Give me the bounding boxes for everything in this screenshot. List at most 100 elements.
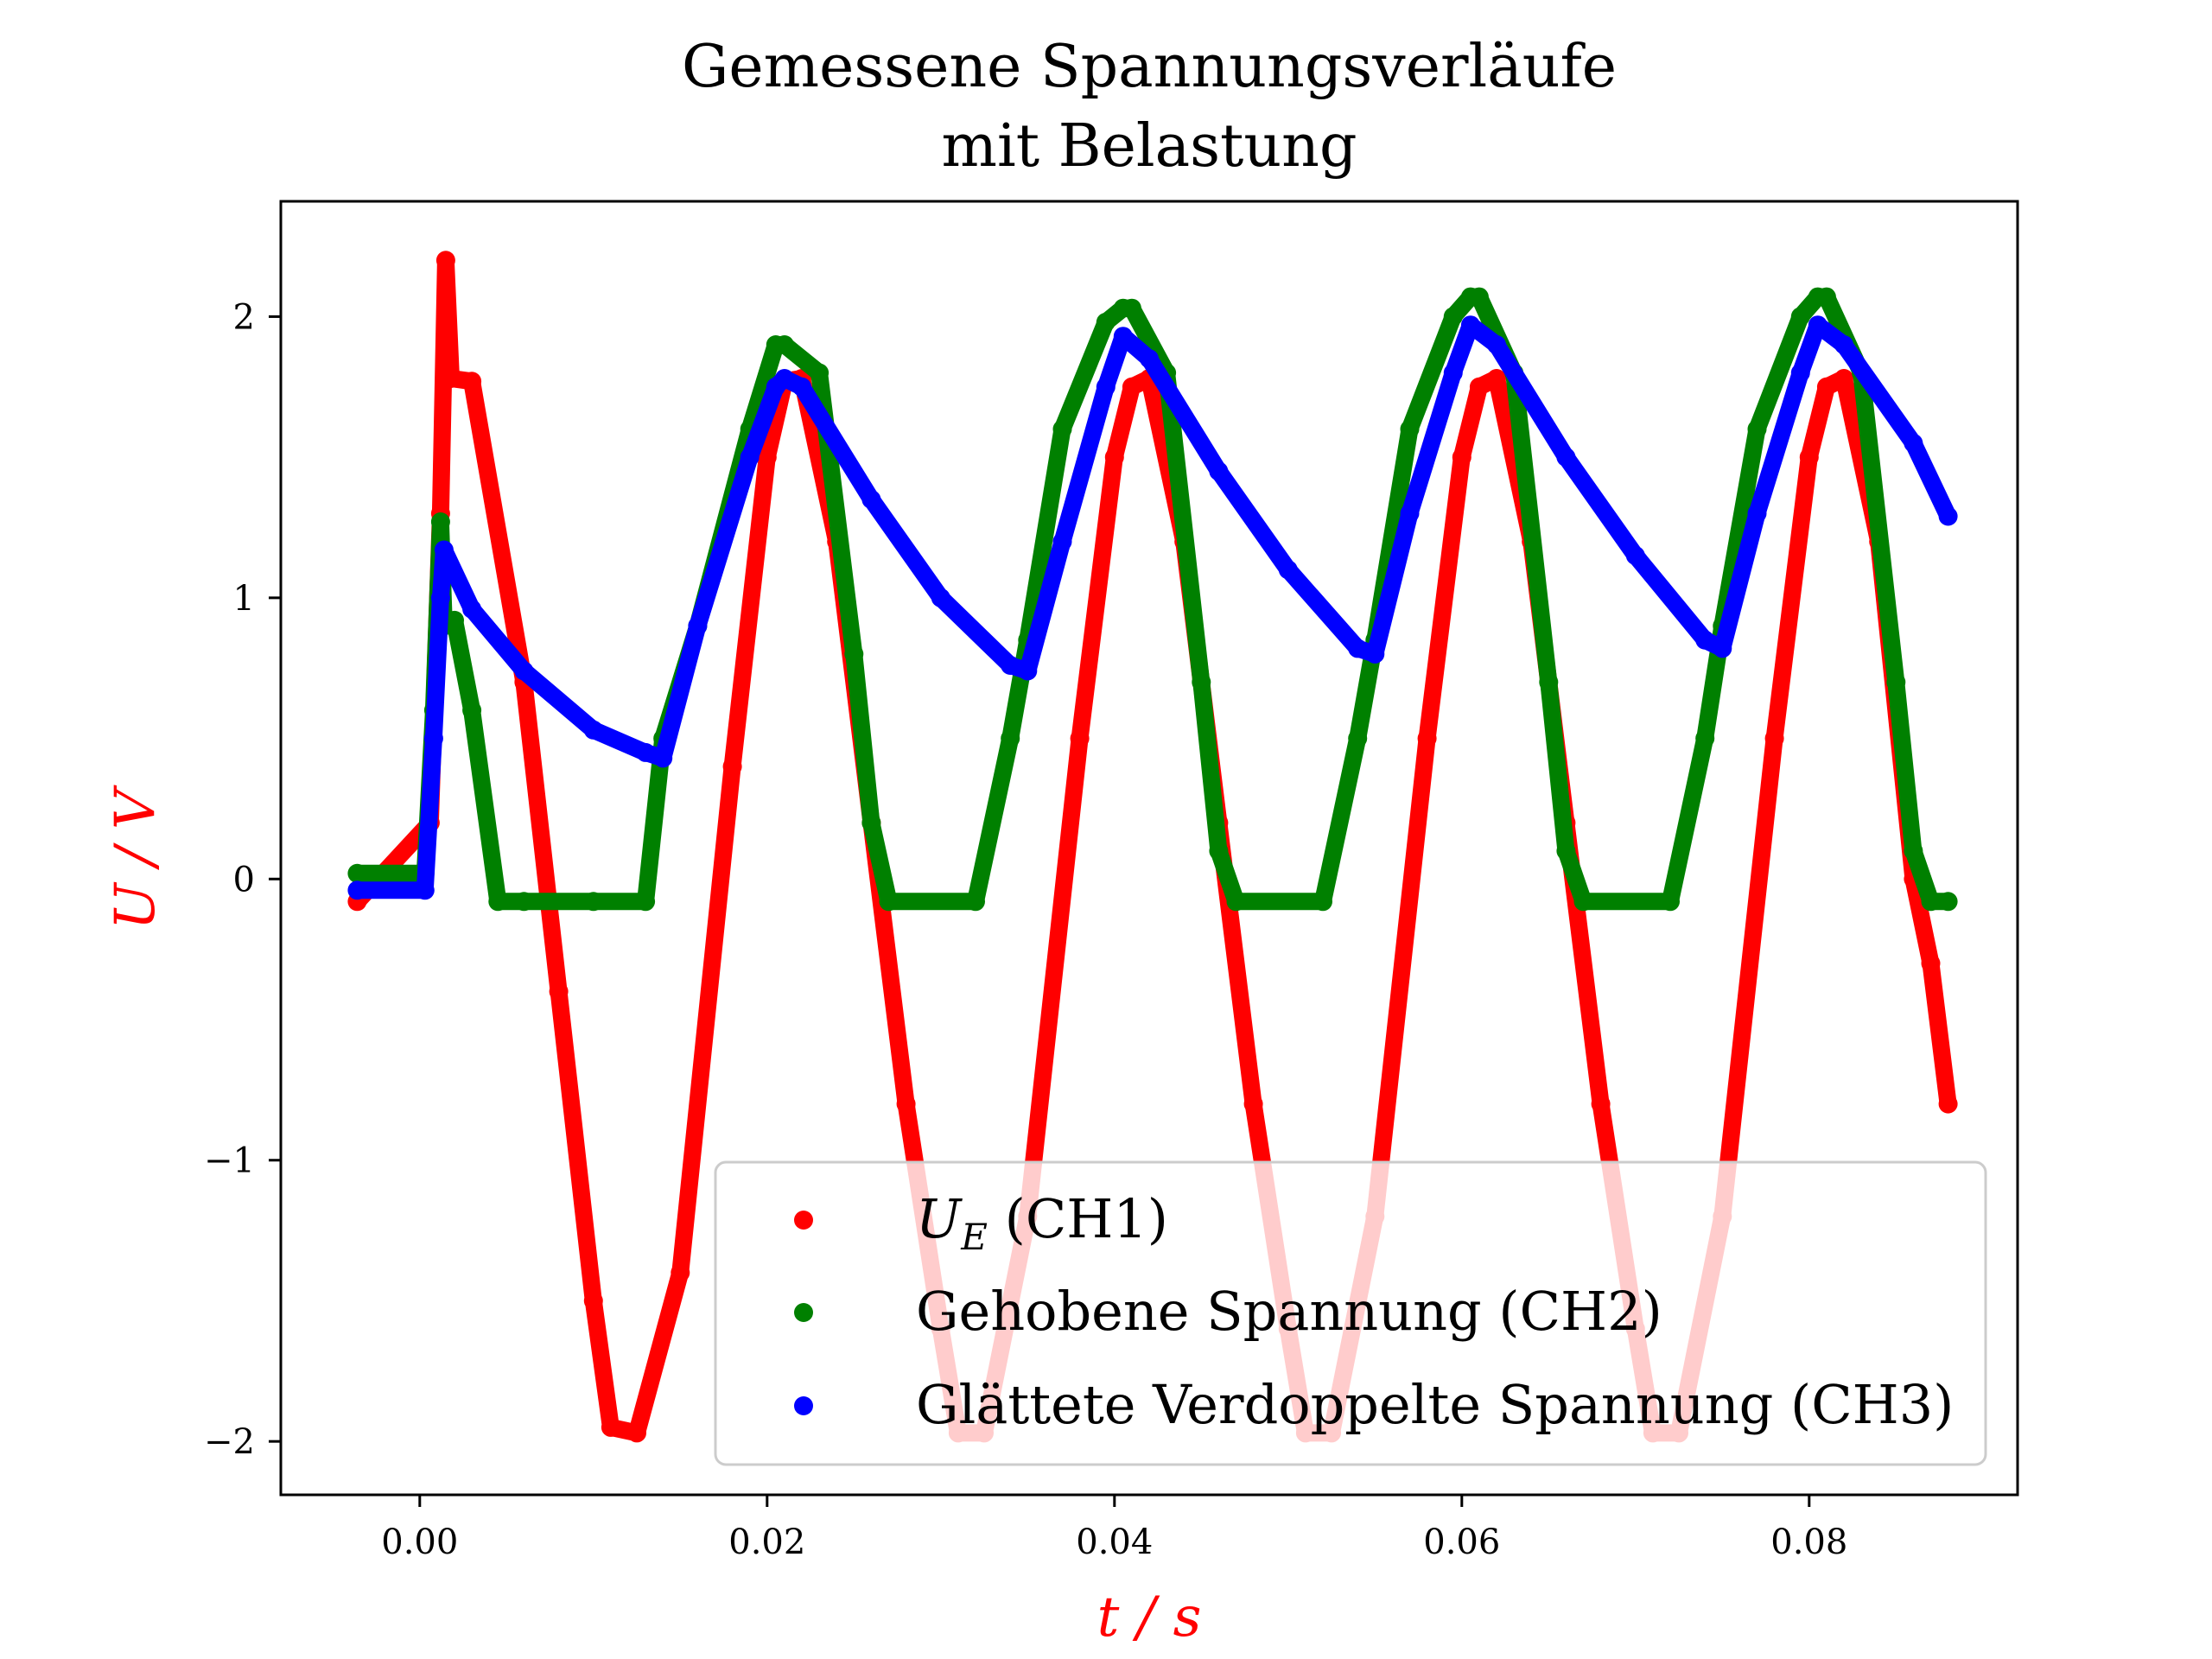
data-point bbox=[1243, 1094, 1263, 1114]
data-point bbox=[462, 599, 482, 619]
data-point bbox=[1417, 728, 1437, 748]
data-point bbox=[636, 892, 656, 912]
data-point bbox=[442, 369, 461, 388]
data-point bbox=[1365, 644, 1385, 664]
data-point bbox=[1469, 287, 1489, 307]
data-point bbox=[1661, 892, 1680, 912]
data-point bbox=[1921, 953, 1941, 973]
data-point bbox=[896, 1094, 916, 1114]
data-point bbox=[445, 610, 464, 630]
data-point bbox=[514, 661, 534, 681]
data-point bbox=[757, 448, 777, 467]
legend-box bbox=[714, 1160, 1987, 1466]
data-point bbox=[1113, 327, 1133, 346]
x-tick-label: 0.08 bbox=[1770, 1522, 1847, 1562]
data-point bbox=[688, 616, 708, 636]
y-tick-label: 2 bbox=[233, 297, 255, 337]
data-point bbox=[434, 540, 454, 560]
data-point bbox=[1790, 363, 1810, 383]
data-point bbox=[653, 748, 673, 768]
y-tick-label: 1 bbox=[233, 579, 255, 619]
y-tick-label: −2 bbox=[204, 1422, 255, 1462]
data-point bbox=[1938, 1094, 1958, 1114]
data-point bbox=[722, 757, 742, 777]
data-point bbox=[462, 701, 482, 720]
data-point bbox=[415, 880, 435, 900]
data-point bbox=[1140, 349, 1159, 369]
data-point bbox=[1799, 448, 1819, 467]
data-point bbox=[1348, 728, 1368, 748]
data-point bbox=[347, 880, 367, 900]
data-point bbox=[774, 335, 794, 354]
data-point bbox=[423, 728, 443, 748]
x-tick-label: 0.06 bbox=[1423, 1522, 1500, 1562]
data-point bbox=[1938, 892, 1958, 912]
y-axis-label: U / V bbox=[104, 785, 168, 930]
data-point bbox=[1348, 639, 1368, 658]
data-point bbox=[1921, 892, 1941, 912]
data-point bbox=[1443, 363, 1463, 383]
data-point bbox=[1001, 656, 1020, 675]
data-point bbox=[1052, 531, 1072, 551]
data-point bbox=[1226, 892, 1246, 912]
x-axis-label: t / s bbox=[1097, 1586, 1202, 1649]
data-point bbox=[1904, 841, 1923, 861]
data-point bbox=[740, 448, 760, 467]
legend-marker-ch2 bbox=[794, 1303, 813, 1322]
data-point bbox=[1938, 506, 1958, 526]
data-point bbox=[1790, 307, 1810, 327]
data-point bbox=[774, 369, 794, 388]
data-point bbox=[861, 490, 881, 509]
data-point bbox=[1695, 728, 1715, 748]
data-point bbox=[1695, 630, 1715, 650]
data-point bbox=[1209, 841, 1229, 861]
chart-title-line1: Gemessene Spannungsverläufe bbox=[682, 33, 1617, 101]
data-point bbox=[1018, 661, 1038, 681]
legend: UE (CH1) Gehobene Spannung (CH2) Glättet… bbox=[714, 1160, 1987, 1466]
data-point bbox=[931, 588, 950, 607]
data-point bbox=[1834, 369, 1853, 388]
data-point bbox=[1209, 461, 1229, 481]
data-point bbox=[810, 363, 830, 383]
data-point bbox=[1104, 448, 1124, 467]
x-tick-label: 0.02 bbox=[728, 1522, 805, 1562]
data-point bbox=[627, 1423, 646, 1443]
data-point bbox=[1122, 298, 1141, 318]
data-point bbox=[549, 982, 569, 1001]
data-point bbox=[1808, 315, 1827, 335]
y-tick-label: −1 bbox=[204, 1141, 255, 1181]
data-point bbox=[1469, 377, 1489, 397]
data-point bbox=[1556, 448, 1576, 467]
data-point bbox=[583, 720, 603, 740]
data-point bbox=[1747, 504, 1767, 524]
data-point bbox=[1591, 1094, 1611, 1114]
legend-label-ch1-sub: E bbox=[960, 1216, 988, 1258]
plot-frame bbox=[279, 200, 2019, 1497]
data-point bbox=[430, 512, 450, 531]
data-point bbox=[879, 892, 899, 912]
x-tick-label: 0.00 bbox=[381, 1522, 458, 1562]
data-point bbox=[1096, 377, 1116, 397]
legend-marker-ch3 bbox=[794, 1396, 813, 1415]
data-point bbox=[1001, 728, 1020, 748]
data-point bbox=[1764, 728, 1784, 748]
data-point bbox=[1747, 419, 1767, 439]
data-point bbox=[1556, 841, 1576, 861]
data-point bbox=[861, 813, 881, 833]
series-ch3 bbox=[347, 315, 1958, 900]
data-point bbox=[1573, 892, 1593, 912]
data-point bbox=[671, 1262, 690, 1282]
data-point bbox=[1400, 504, 1420, 524]
data-point bbox=[1816, 287, 1836, 307]
data-point bbox=[1452, 448, 1471, 467]
ticks-layer: 0.00 0.02 0.04 0.06 0.08 2 1 0 −1 −2 bbox=[204, 297, 1847, 1562]
data-point bbox=[1713, 639, 1732, 658]
data-point bbox=[488, 892, 508, 912]
data-point bbox=[583, 892, 603, 912]
data-point bbox=[1886, 672, 1906, 692]
data-point bbox=[1096, 312, 1116, 332]
data-point bbox=[792, 377, 811, 397]
legend-label-ch1-main: U bbox=[916, 1187, 963, 1250]
x-tick-label: 0.04 bbox=[1076, 1522, 1153, 1562]
